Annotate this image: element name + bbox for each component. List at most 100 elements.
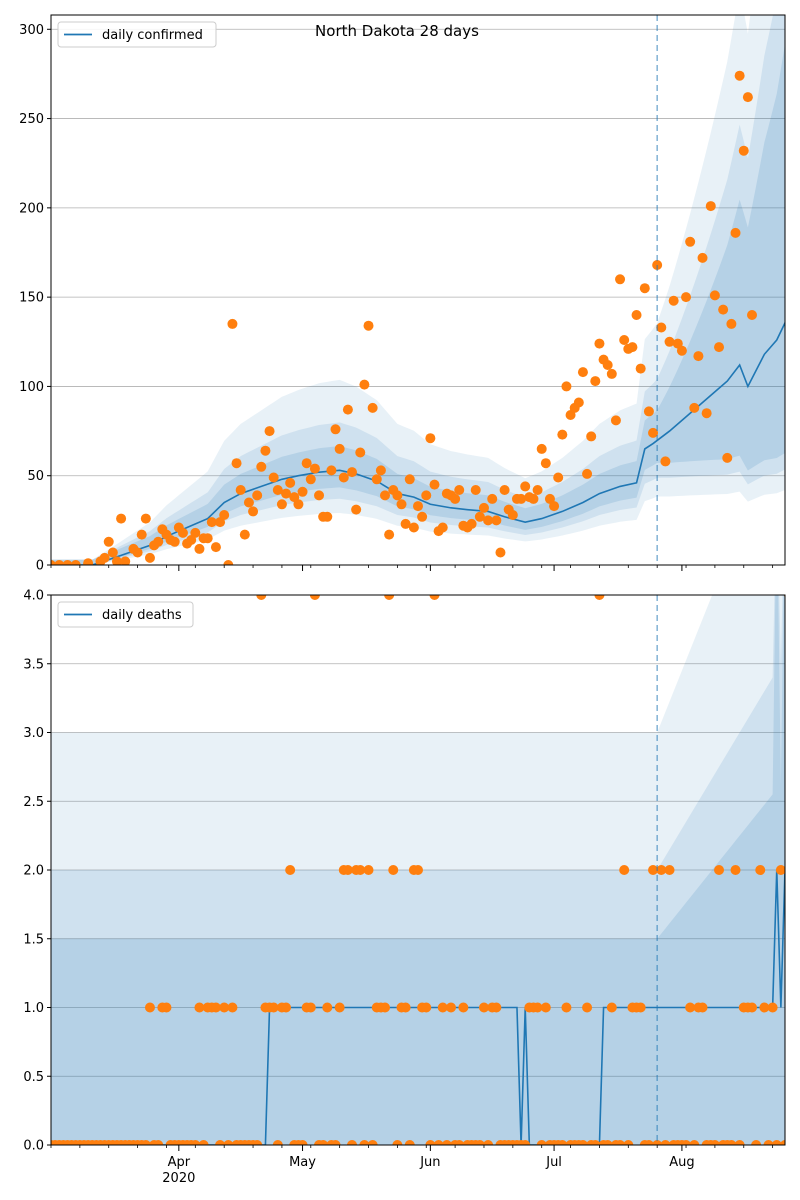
legend: daily confirmed [57,21,217,48]
observed-point [437,1002,448,1013]
observed-point [553,472,564,483]
observed-point [285,477,296,488]
legend-label: daily confirmed [102,28,203,43]
observed-point [363,320,374,331]
observed-point [767,1002,778,1013]
observed-point [742,92,753,103]
observed-point [751,0,761,5]
observed-point [144,552,155,563]
observed-point [392,1140,403,1145]
observed-point [301,458,312,469]
observed-point [602,1140,613,1145]
observed-point [557,1140,568,1145]
observed-point [454,485,465,495]
observed-point [153,536,164,547]
axes-frame [50,594,786,1146]
observed-point [99,552,110,563]
observed-point [429,479,440,490]
observed-point [590,1140,601,1145]
observed-point [305,474,316,485]
axes-frame [50,14,786,566]
observed-point [730,865,741,875]
observed-point [144,1002,155,1013]
observed-point [681,1140,692,1145]
observed-point [466,518,477,529]
observed-point [445,1002,456,1013]
observed-point [413,501,423,512]
observed-point [586,431,597,442]
observed-point [359,379,370,390]
observed-point [268,472,279,483]
observed-point [664,336,675,347]
observed-point [400,518,411,529]
observed-point [248,506,259,517]
observed-point [487,493,498,504]
observed-point [784,0,794,5]
observed-point [177,527,188,538]
observed-point [759,0,769,5]
y-tick-label: 0.5 [23,1070,44,1085]
observed-point [421,1002,432,1013]
observed-point [639,283,650,294]
observed-point [153,1140,164,1145]
observed-point [701,408,712,419]
observed-point [210,542,221,553]
observed-point [210,1002,221,1013]
x-tick-label: Aug [669,1155,694,1170]
observed-point [425,433,436,444]
observed-point [450,493,461,504]
observed-point [194,1002,205,1013]
observed-point [768,0,778,5]
y-tick-label: 1.5 [23,932,44,947]
observed-point [322,1002,333,1013]
observed-point [536,1140,547,1145]
observed-point [243,497,254,508]
observed-point [643,1140,654,1145]
observed-point [664,865,675,875]
observed-point [499,485,510,495]
observed-point [239,529,250,540]
observed-point [483,515,494,526]
observed-point [359,1140,370,1145]
y-tick-label: 2.5 [23,795,44,810]
observed-point [322,511,333,522]
observed-point [764,0,774,5]
observed-point [780,0,790,5]
observed-point [400,1002,411,1013]
observed-point [309,595,320,600]
observed-point [656,865,667,875]
observed-point [577,1140,588,1145]
observed-point [305,1002,316,1013]
observed-point [215,1140,226,1145]
observed-point [528,493,539,504]
observed-point [194,543,205,554]
observed-point [590,376,601,387]
observed-point [635,1002,646,1013]
observed-point [235,485,246,495]
observed-point [103,536,114,547]
observed-point [281,488,292,499]
observed-point [404,1140,415,1145]
x-tick-label: Jun [419,1155,440,1170]
observed-point [260,445,271,456]
observed-point [367,1140,378,1145]
observed-point [363,865,374,875]
observed-point [697,252,708,263]
observed-point [441,1140,452,1145]
observed-point [718,304,729,315]
observed-point [792,865,800,875]
observed-point [780,1140,785,1145]
observed-point [577,367,588,378]
observed-point [437,522,448,533]
observed-point [347,1140,358,1145]
observed-point [755,0,765,5]
observed-point [594,338,605,349]
observed-point [582,1002,593,1013]
y-tick-label: 4.0 [23,589,44,604]
observed-point [421,490,432,501]
observed-point [388,865,399,875]
observed-point [648,427,659,438]
observed-point [709,1140,720,1145]
observed-point [776,0,786,5]
